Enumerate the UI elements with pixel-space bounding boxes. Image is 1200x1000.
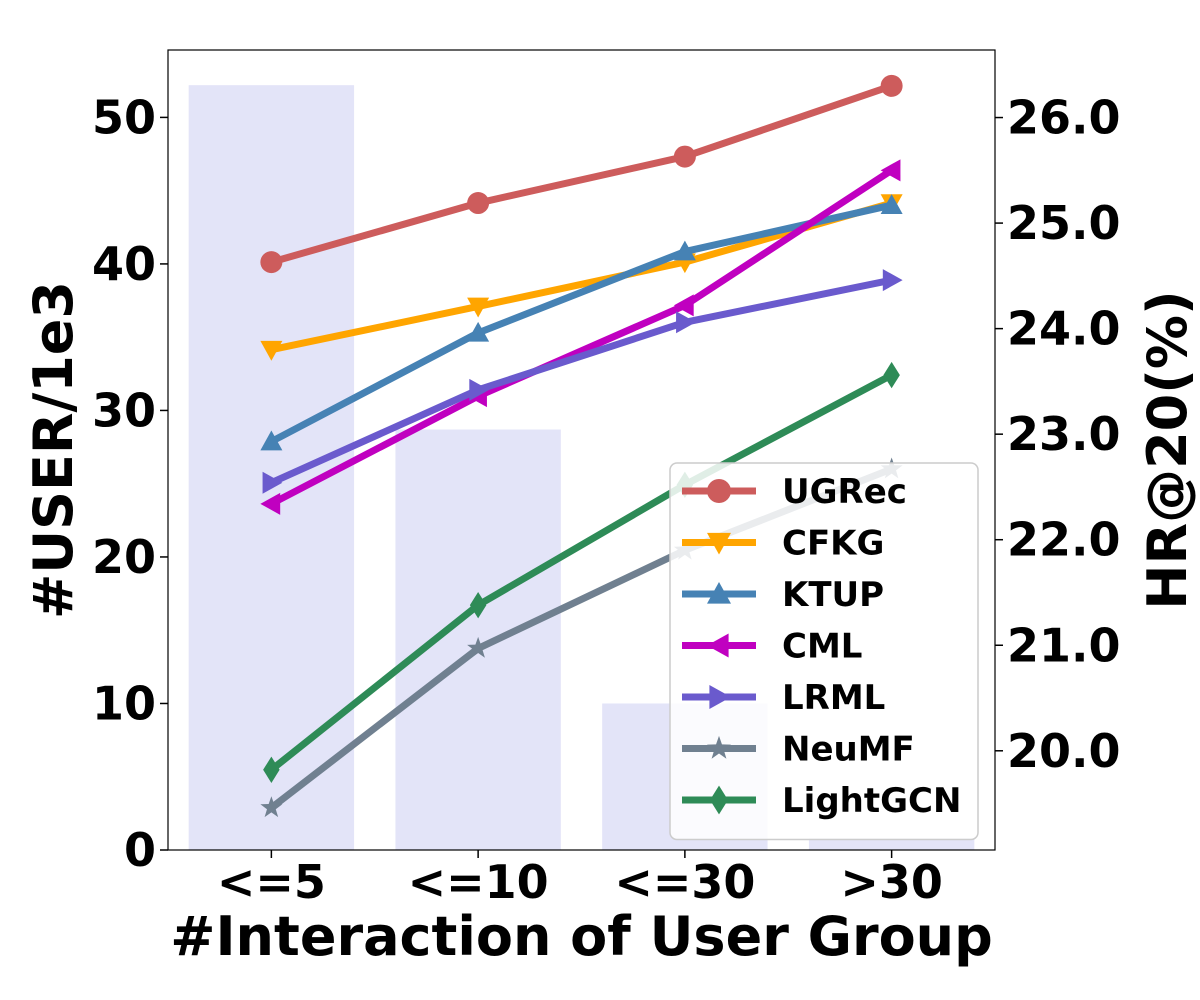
legend-marker	[707, 582, 731, 604]
bar->30	[808, 838, 975, 850]
legend-label: LightGCN	[782, 781, 961, 821]
point-KTUP->30	[880, 194, 903, 214]
y-tick-label-right: 20.0	[1007, 724, 1121, 778]
x-axis: <=5 <=10 <=30 >30	[217, 850, 943, 909]
left-axis: 0 10 20 30 40 50	[92, 90, 168, 877]
y-tick-label-left: 50	[92, 90, 156, 144]
series-line-UGRec	[270, 82, 893, 266]
point-CML->30	[880, 159, 901, 182]
series-LRML	[262, 269, 903, 494]
point-KTUP-<=10	[467, 321, 490, 342]
right-axis: 20.0 21.0 22.0 23.0 24.0 25.0 26.0	[995, 91, 1121, 778]
point-LRML-<=5	[262, 471, 283, 494]
legend-marker	[707, 532, 731, 555]
point-CFKG-<=5	[260, 340, 283, 361]
x-tick-label: <=30	[614, 855, 755, 909]
y-tick-label-right: 23.0	[1007, 407, 1121, 461]
legend-label: KTUP	[782, 575, 884, 615]
series-KTUP	[260, 194, 903, 451]
series-line-CML	[269, 167, 894, 507]
point-NeuMF-<=10	[467, 636, 490, 658]
point-CFKG-<=10	[467, 297, 490, 318]
y-axis-label-right: HR@20(%)	[1136, 290, 1199, 609]
series-UGRec	[260, 74, 903, 274]
y-tick-label-right: 24.0	[1007, 302, 1121, 356]
legend-marker	[709, 685, 731, 709]
point-UGRec->30	[880, 74, 903, 97]
series-line-CFKG	[270, 199, 893, 354]
legend-label: LRML	[782, 678, 885, 718]
y-tick-label-left: 10	[92, 676, 156, 730]
point-LightGCN->30	[883, 361, 900, 389]
y-axis-label-left: #USER/1e3	[22, 281, 85, 619]
point-LRML-<=30	[676, 311, 696, 334]
legend-item-UGRec: UGRec	[682, 472, 907, 512]
x-axis-label: #Interaction of User Group	[170, 905, 993, 968]
point-LRML-<=10	[469, 378, 490, 401]
series-CML	[260, 159, 901, 515]
point-CML-<=30	[673, 294, 694, 317]
plot-frame	[167, 49, 996, 851]
y-tick-label-left: 40	[92, 237, 156, 291]
y-tick-label-right: 26.0	[1007, 91, 1121, 145]
point-UGRec-<=5	[260, 251, 283, 274]
legend-item-CML: CML	[682, 627, 862, 667]
series-line-LightGCN	[269, 371, 894, 773]
x-tick-label: <=5	[217, 855, 326, 909]
legend: UGRec CFKG KTUP CML LRML NeuMF LightGCN	[669, 462, 979, 841]
point-LightGCN-<=10	[469, 591, 487, 619]
legend-marker	[707, 479, 731, 503]
y-tick-label-right: 21.0	[1007, 618, 1121, 672]
y-tick-label-right: 22.0	[1007, 513, 1121, 567]
point-LRML->30	[882, 269, 903, 292]
legend-label: CML	[782, 627, 862, 667]
legend-label: UGRec	[782, 472, 907, 512]
y-tick-label-right: 25.0	[1007, 196, 1121, 250]
bar-<=5	[188, 85, 355, 850]
legend-marker	[707, 735, 731, 759]
legend-item-LRML: LRML	[682, 678, 885, 718]
point-CML-<=5	[260, 492, 281, 515]
series-CFKG	[260, 194, 903, 361]
point-UGRec-<=30	[673, 145, 696, 168]
point-LightGCN-<=5	[263, 756, 280, 783]
point-UGRec-<=10	[467, 192, 490, 215]
y-tick-label-left: 0	[124, 823, 156, 877]
series-LightGCN	[263, 361, 900, 783]
point-KTUP-<=5	[260, 430, 283, 451]
y-tick-label-left: 30	[92, 383, 156, 437]
point-NeuMF-<=5	[260, 796, 283, 818]
series-line-LRML	[269, 276, 893, 486]
x-tick-label: <=10	[408, 855, 549, 909]
legend-item-LightGCN: LightGCN	[682, 781, 961, 821]
legend-label: CFKG	[782, 524, 884, 564]
y-tick-label-left: 20	[92, 530, 156, 584]
point-KTUP-<=30	[673, 240, 696, 261]
legend-item-KTUP: KTUP	[682, 575, 884, 615]
legend-marker	[707, 633, 729, 658]
x-tick-label: >30	[840, 855, 943, 909]
legend-marker	[710, 785, 728, 815]
legend-item-CFKG: CFKG	[682, 524, 884, 564]
legend-label: NeuMF	[782, 730, 915, 770]
series-line-KTUP	[269, 201, 893, 445]
legend-item-NeuMF: NeuMF	[682, 730, 915, 770]
